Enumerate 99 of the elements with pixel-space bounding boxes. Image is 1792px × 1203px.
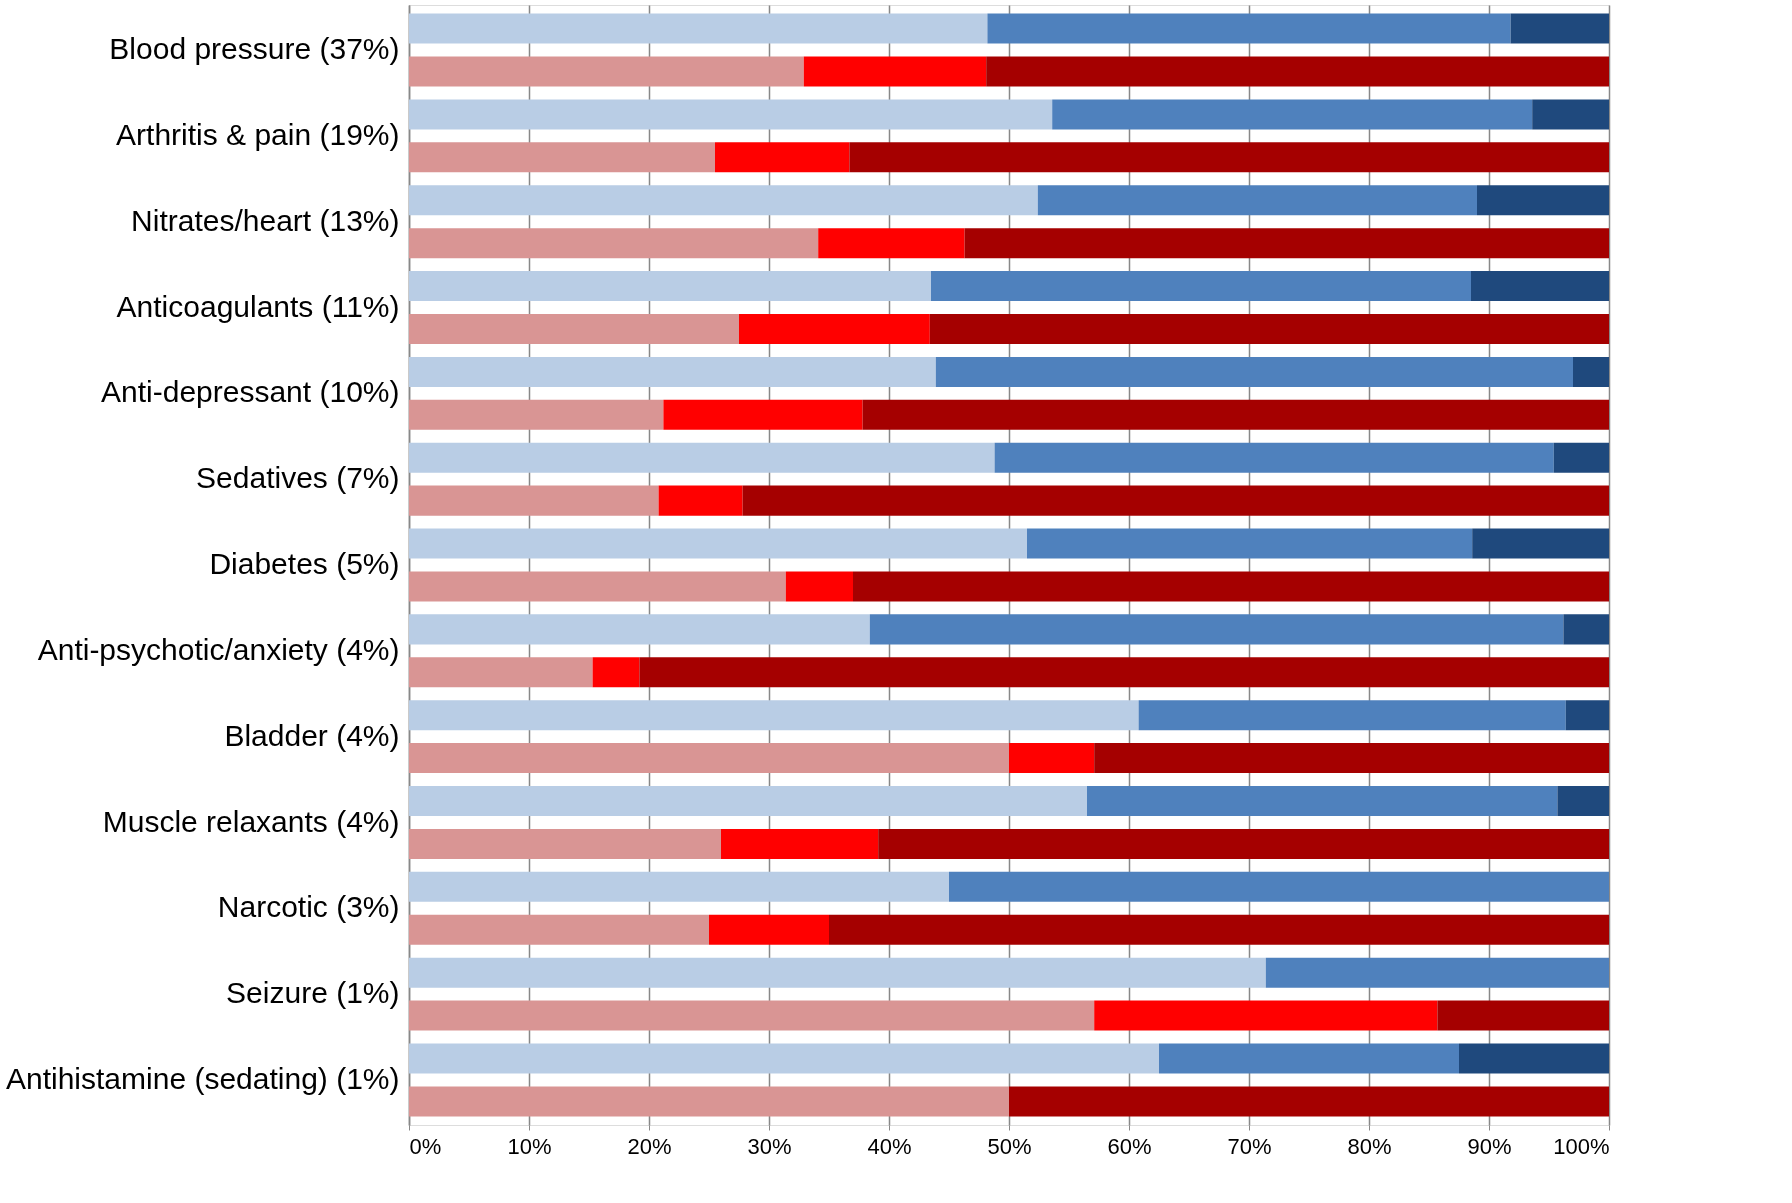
bar — [1532, 99, 1609, 130]
bar — [1510, 13, 1609, 44]
x-tick-label: 80% — [1347, 1133, 1392, 1159]
x-tick-label: 0% — [409, 1133, 442, 1159]
bar — [1471, 271, 1609, 302]
x-tick-label: 70% — [1227, 1133, 1272, 1159]
x-tick-label: 10% — [507, 1133, 552, 1159]
bar — [409, 871, 949, 902]
bar — [409, 700, 1139, 731]
bar — [639, 657, 1609, 688]
y-tick-label: Narcotic (3%) — [217, 890, 400, 924]
bar — [1565, 700, 1609, 731]
bar — [869, 614, 1564, 645]
bar — [1027, 528, 1473, 559]
y-tick-label: Nitrates/heart (13%) — [131, 203, 400, 237]
bar — [986, 56, 1609, 87]
bar — [1009, 743, 1095, 774]
bar — [849, 142, 1609, 173]
x-tick-label: 90% — [1467, 1133, 1512, 1159]
bar — [1557, 786, 1609, 817]
bar — [409, 1086, 1009, 1117]
bar — [409, 1043, 1159, 1074]
bar — [1094, 1000, 1438, 1031]
bar — [931, 271, 1471, 302]
bar — [1459, 1043, 1609, 1074]
bar — [409, 228, 819, 259]
y-tick-label: Arthritis & pain (19%) — [116, 117, 400, 151]
bar — [409, 56, 804, 87]
bar — [1052, 99, 1533, 130]
bar — [409, 1000, 1095, 1031]
bar — [739, 313, 930, 344]
y-tick-label: Blood pressure (37%) — [109, 32, 400, 66]
x-tick-label: 20% — [627, 1133, 672, 1159]
bar — [929, 313, 1609, 344]
bar — [658, 485, 743, 516]
bar — [592, 657, 640, 688]
bar — [1037, 185, 1477, 216]
x-tick-label: 50% — [987, 1133, 1032, 1159]
bar — [987, 13, 1511, 44]
y-tick-label: Seizure (1%) — [226, 976, 400, 1010]
bar — [409, 914, 709, 945]
y-tick-label: Anti-psychotic/anxiety (4%) — [37, 632, 400, 666]
bar — [1477, 185, 1609, 216]
bar — [1573, 356, 1609, 387]
bar — [409, 743, 1009, 774]
bar — [409, 657, 593, 688]
bar — [994, 442, 1554, 473]
bar — [409, 356, 936, 387]
bar — [853, 571, 1609, 602]
y-tick-label: Antihistamine (sedating) (1%) — [5, 1062, 400, 1096]
y-tick-label: Muscle relaxants (4%) — [102, 804, 400, 838]
bar — [663, 399, 863, 430]
bar — [1265, 957, 1609, 988]
bar — [1159, 1043, 1459, 1074]
bar — [829, 914, 1609, 945]
bar — [1553, 442, 1609, 473]
bar — [742, 485, 1609, 516]
bar — [409, 957, 1266, 988]
bar — [1437, 1000, 1609, 1031]
y-tick-label: Bladder (4%) — [224, 718, 400, 752]
bar — [409, 571, 786, 602]
bar — [409, 185, 1038, 216]
bar — [785, 571, 853, 602]
bar — [949, 871, 1609, 902]
bar — [409, 828, 721, 859]
bar — [1472, 528, 1609, 559]
bar — [721, 828, 879, 859]
bar — [409, 13, 988, 44]
bar — [818, 228, 965, 259]
bar — [1009, 1086, 1609, 1117]
bar — [1138, 700, 1566, 731]
x-tick-label: 30% — [747, 1133, 792, 1159]
bar — [409, 442, 995, 473]
bar — [715, 142, 850, 173]
bar — [1094, 743, 1609, 774]
bar — [935, 356, 1573, 387]
y-tick-label: Anticoagulants (11%) — [116, 289, 400, 323]
y-tick-label: Anti-depressant (10%) — [101, 375, 400, 409]
x-tick-label: 60% — [1107, 1133, 1152, 1159]
bar — [409, 271, 931, 302]
bar — [1563, 614, 1609, 645]
y-tick-label: Diabetes (5%) — [209, 547, 400, 581]
bar — [709, 914, 829, 945]
bar — [803, 56, 987, 87]
bar — [862, 399, 1609, 430]
x-tick-label: 100% — [1553, 1133, 1610, 1159]
bar — [409, 99, 1053, 130]
bar — [409, 485, 659, 516]
bar — [409, 528, 1027, 559]
bar — [409, 313, 739, 344]
bar — [409, 399, 664, 430]
bar — [1087, 786, 1558, 817]
x-tick-label: 40% — [867, 1133, 912, 1159]
y-tick-label: Sedatives (7%) — [196, 461, 400, 495]
bar — [409, 142, 715, 173]
bar — [878, 828, 1609, 859]
bar — [409, 614, 870, 645]
bar — [964, 228, 1609, 259]
bar — [409, 786, 1087, 817]
